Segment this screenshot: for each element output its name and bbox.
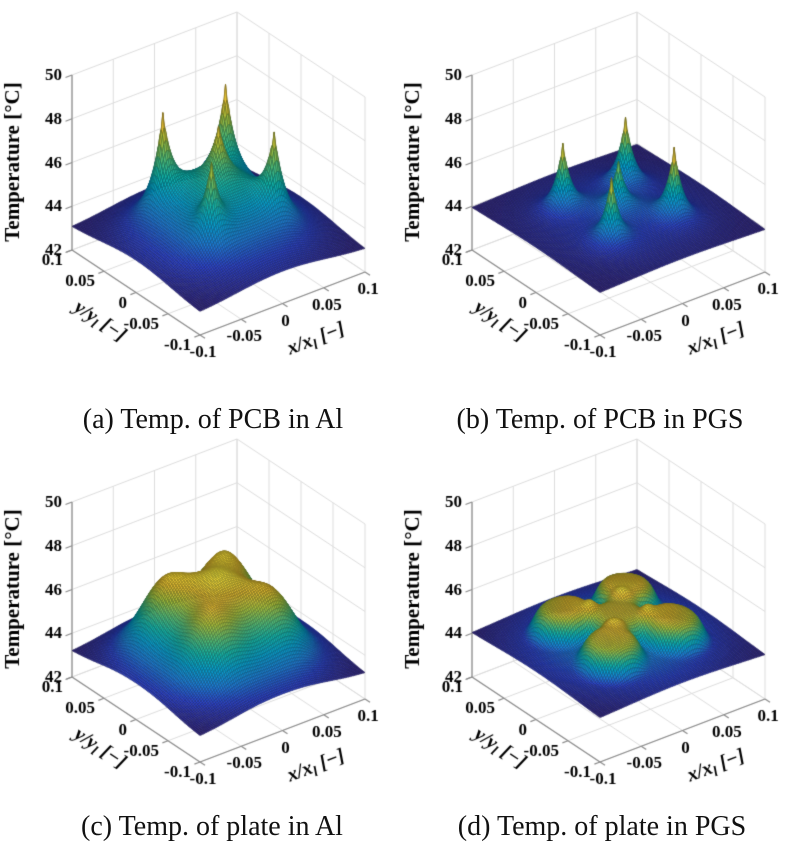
surface-plot-a <box>0 0 400 400</box>
surface-plot-c <box>0 427 400 827</box>
surface-plot-d <box>400 427 800 827</box>
caption-c: (c) Temp. of plate in Al <box>81 811 343 842</box>
caption-b: (b) Temp. of PCB in PGS <box>456 404 744 435</box>
caption-d: (d) Temp. of plate in PGS <box>457 811 747 842</box>
caption-a: (a) Temp. of PCB in Al <box>82 404 344 435</box>
surface-plot-b <box>400 0 800 400</box>
